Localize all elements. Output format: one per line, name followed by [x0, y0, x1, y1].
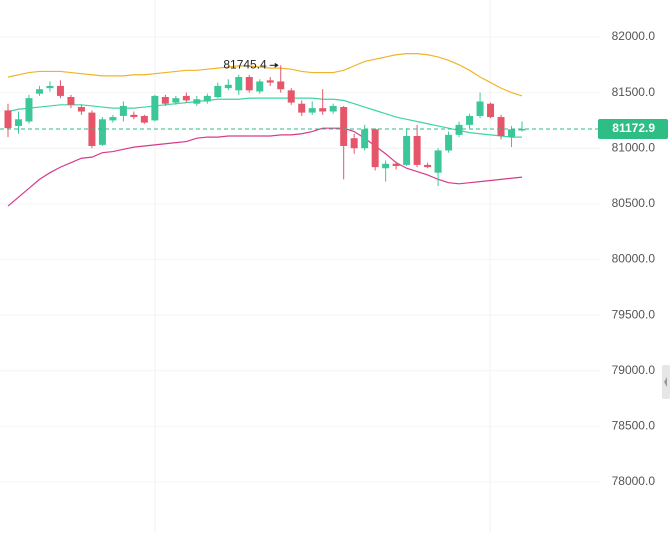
candle-body	[424, 164, 432, 168]
candle-body	[308, 108, 316, 113]
y-tick-label: 80500.0	[612, 196, 656, 210]
candle-body	[46, 85, 54, 89]
candle-body	[140, 115, 148, 123]
candle-body	[25, 98, 33, 122]
candle-body	[67, 97, 75, 105]
candle-body	[487, 103, 495, 118]
candle-body	[161, 97, 169, 104]
y-tick-label: 81000.0	[612, 140, 656, 154]
candle-body	[214, 85, 222, 98]
candle-body	[224, 84, 232, 89]
candle-body	[14, 119, 22, 126]
candle-body	[340, 107, 348, 146]
y-tick-label: 79000.0	[612, 363, 656, 377]
high-arrowhead	[274, 62, 279, 68]
handle-arrow	[664, 377, 667, 387]
y-tick-label: 79500.0	[612, 307, 656, 321]
candle-body	[256, 81, 264, 92]
y-tick-label: 78000.0	[612, 474, 656, 488]
band-line	[7, 127, 523, 207]
candle-body	[151, 95, 159, 121]
candle-body	[287, 90, 295, 103]
y-tick-label: 81500.0	[612, 85, 656, 99]
candle-body	[203, 95, 211, 102]
candle-body	[172, 98, 180, 103]
candle-body	[56, 85, 64, 96]
candle-body	[130, 114, 138, 118]
candle-body	[508, 129, 516, 138]
candle-body	[319, 108, 327, 112]
candle-body	[413, 135, 421, 165]
candle-body	[497, 117, 505, 136]
high-label: 81745.4	[223, 57, 267, 71]
candle-body	[476, 101, 484, 116]
candle-body	[4, 110, 12, 129]
candle-body	[277, 81, 285, 90]
band-line	[7, 53, 523, 97]
last-price-label: 81172.9	[612, 121, 655, 135]
candle-body	[77, 107, 85, 112]
candle-body	[466, 115, 474, 125]
candle-body	[361, 129, 369, 149]
y-tick-label: 80000.0	[612, 252, 656, 266]
candle-body	[109, 117, 117, 121]
candle-body	[382, 163, 390, 169]
candle-body	[119, 105, 127, 116]
candle-body	[371, 129, 379, 168]
y-tick-label: 78500.0	[612, 419, 656, 433]
candle-body	[98, 119, 106, 145]
candle-body	[182, 95, 190, 101]
candle-body	[392, 163, 400, 167]
candle-body	[298, 103, 306, 113]
candle-body	[445, 134, 453, 151]
candle-body	[245, 77, 253, 91]
candle-body	[403, 135, 411, 165]
candle-body	[235, 77, 243, 91]
candle-body	[350, 138, 358, 149]
candle-body	[35, 89, 43, 94]
candle-body	[434, 150, 442, 173]
last-price-box	[598, 118, 668, 139]
candle-body	[266, 80, 274, 83]
band-line	[7, 97, 523, 138]
y-tick-label: 82000.0	[612, 29, 656, 43]
candle-body	[455, 124, 463, 135]
candle-body	[193, 99, 201, 104]
candle-body	[329, 105, 337, 112]
candle-body	[518, 128, 526, 131]
